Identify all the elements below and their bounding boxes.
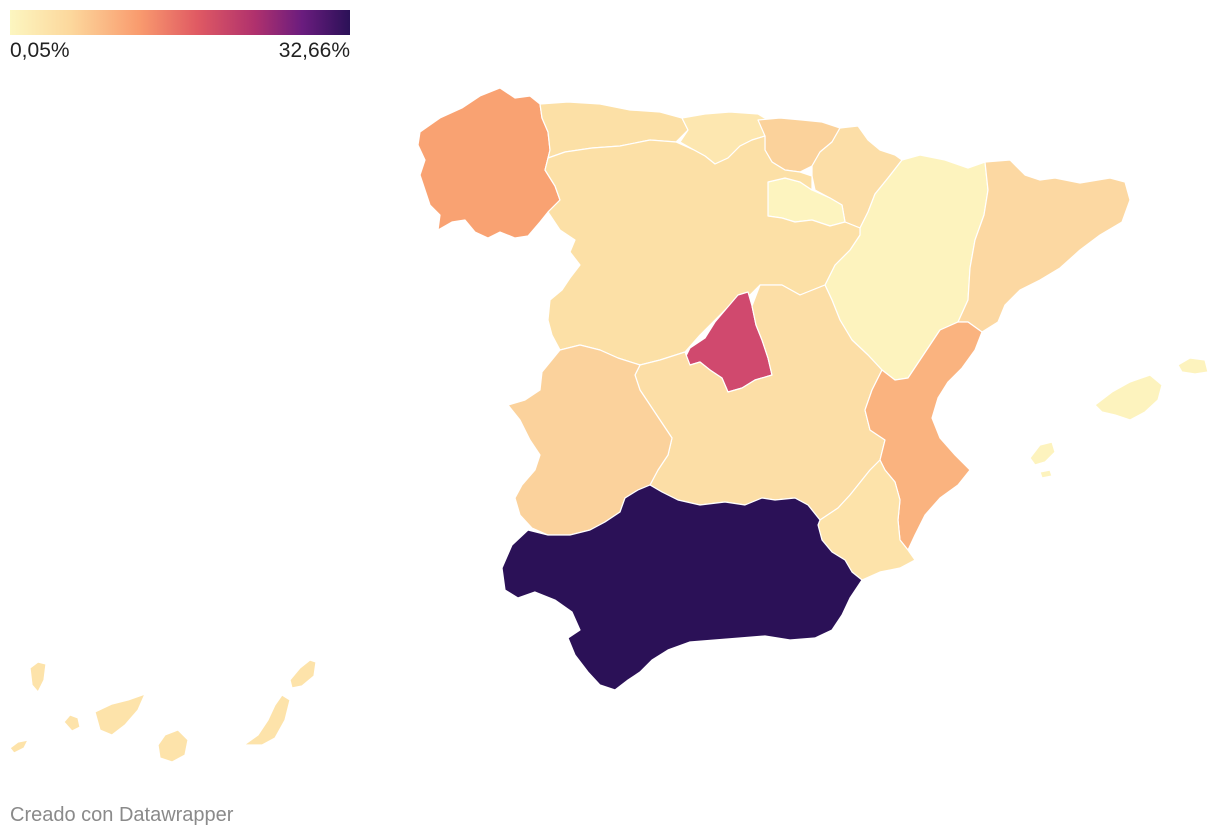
region-canarias-tenerife[interactable]: Canarias (94, 693, 146, 736)
region-canarias-la-gomera[interactable]: Canarias (63, 714, 81, 732)
legend-gradient-bar (10, 10, 350, 35)
legend-labels: 0,05% 32,66% (10, 39, 350, 63)
legend-max-label: 32,66% (278, 39, 350, 62)
region-baleares-formentera[interactable]: Islas Baleares (1039, 469, 1053, 479)
region-andalucia[interactable]: Andalucía (501, 484, 863, 691)
region-galicia[interactable]: Galicia (417, 87, 561, 239)
color-legend: 0,05% 32,66% (10, 10, 350, 63)
region-baleares-menorca[interactable]: Islas Baleares (1177, 357, 1209, 375)
region-canarias-fuerteventura[interactable]: Canarias (243, 694, 291, 746)
region-canarias-el-hierro[interactable]: Canarias (9, 739, 29, 754)
datawrapper-credit: Creado con Datawrapper (10, 804, 234, 826)
region-cataluna[interactable]: Cataluña (957, 159, 1131, 333)
region-canarias-gran-canaria[interactable]: Canarias (157, 729, 189, 763)
region-baleares-mallorca[interactable]: Islas Baleares (1094, 374, 1163, 421)
region-baleares-ibiza[interactable]: Islas Baleares (1029, 441, 1056, 466)
legend-min-label: 0,05% (10, 39, 70, 62)
region-canarias-lanzarote[interactable]: Canarias (289, 659, 317, 689)
region-castilla-y-leon[interactable]: Castilla y León (544, 135, 861, 366)
region-canarias-la-palma[interactable]: Canarias (29, 661, 47, 693)
